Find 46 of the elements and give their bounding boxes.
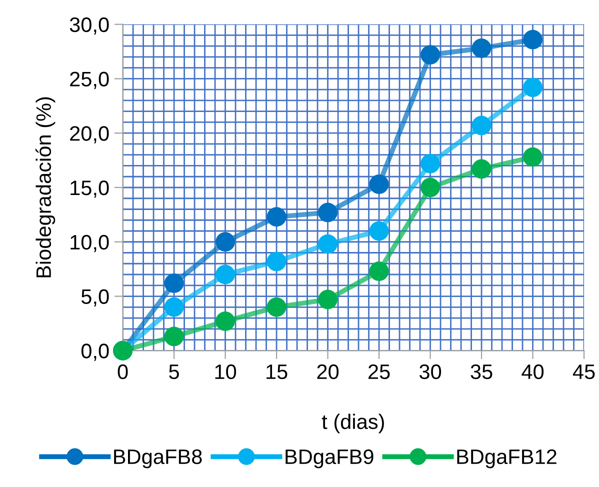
legend-label: BDgaFB9 — [286, 449, 374, 468]
x-tick-label: 45 — [572, 364, 595, 380]
x-tick-label: 15 — [266, 364, 288, 380]
point — [216, 264, 236, 284]
x-tick-label: 10 — [215, 364, 236, 380]
point — [472, 116, 492, 136]
point — [420, 45, 440, 65]
y-tick-label: 20,0 — [70, 126, 109, 144]
x-axis-title: t (dias) — [322, 414, 384, 434]
legend-label: BDgaFB8 — [114, 449, 202, 468]
point — [523, 147, 542, 167]
point — [266, 252, 286, 272]
x-tick-label: 30 — [419, 364, 442, 380]
y-tick-label: 30,0 — [70, 17, 109, 35]
y-tick-label: 25,0 — [70, 72, 109, 89]
point — [420, 154, 440, 174]
point — [266, 207, 286, 227]
point — [472, 38, 492, 58]
point — [164, 273, 184, 293]
point — [318, 202, 338, 222]
point — [472, 159, 492, 179]
x-tick-label: 40 — [522, 364, 544, 380]
point — [318, 234, 338, 254]
x-tick-label: 20 — [317, 364, 339, 380]
point — [164, 326, 184, 346]
y-tick-label: 10,0 — [70, 234, 109, 252]
point — [318, 290, 338, 310]
point — [164, 297, 184, 317]
y-tick-label: 5,0 — [81, 289, 109, 306]
point — [523, 78, 542, 98]
point — [369, 262, 389, 281]
legend-label: BDgaFB12 — [457, 449, 556, 468]
point — [216, 232, 236, 252]
point — [216, 312, 236, 331]
y-axis-title: Biodegradación (%) — [36, 97, 56, 278]
x-tick-label: 0 — [118, 364, 128, 380]
point — [523, 30, 542, 50]
x-tick-label: 35 — [470, 364, 492, 380]
point — [420, 178, 440, 198]
x-tick-label: 5 — [169, 364, 179, 380]
y-tick-label: 0,0 — [81, 344, 109, 361]
point — [266, 297, 286, 317]
y-tick-label: 15,0 — [70, 180, 109, 198]
point — [369, 221, 389, 241]
point — [369, 174, 389, 194]
x-tick-label: 25 — [368, 364, 390, 380]
